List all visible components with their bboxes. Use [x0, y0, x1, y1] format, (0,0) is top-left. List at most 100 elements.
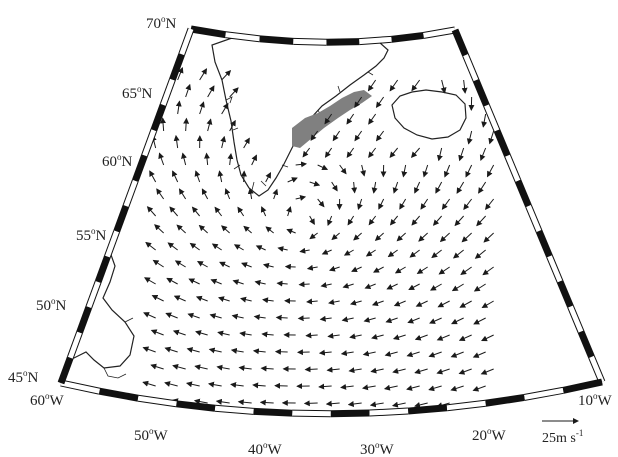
wind-vector-arrow — [175, 100, 182, 115]
frame-segment — [485, 394, 525, 406]
lat-label-55n: 55oN — [76, 226, 107, 244]
wind-vector-arrow — [142, 380, 156, 387]
wind-vector-arrow — [328, 299, 340, 306]
frame-segment — [58, 356, 73, 384]
wind-vector-arrow — [420, 198, 429, 210]
wind-vector-arrow — [172, 170, 179, 183]
wind-vector-arrow — [415, 300, 428, 307]
wind-vector-arrow — [368, 147, 377, 158]
wind-vector-arrow — [310, 130, 319, 141]
wind-vector-arrow — [164, 381, 178, 387]
wind-vector-arrow — [195, 295, 208, 302]
frame-segment — [77, 306, 92, 334]
wind-vector-field — [142, 66, 496, 423]
wind-vector-arrow — [363, 316, 376, 323]
frame-segment — [123, 179, 138, 207]
wind-vector-arrow — [353, 232, 362, 241]
wind-vector-arrow — [251, 154, 257, 166]
wind-vector-arrow — [465, 164, 473, 178]
frame-segment — [179, 28, 194, 56]
wind-vector-arrow — [262, 262, 274, 269]
wind-vector-arrow — [185, 83, 192, 98]
frame-segment — [142, 129, 157, 157]
wind-vector-arrow — [158, 152, 165, 166]
wind-vector-arrow — [309, 180, 321, 187]
wind-vector-arrow — [185, 381, 200, 388]
wind-vector-arrow — [143, 417, 156, 420]
wind-vector-arrow — [150, 329, 164, 336]
wind-vector-arrow — [389, 79, 399, 92]
wind-vector-arrow — [306, 298, 318, 305]
wind-vector-arrow — [399, 198, 407, 210]
wind-vector-arrow — [239, 330, 252, 337]
wind-vector-arrow — [378, 198, 385, 210]
wind-vector-arrow — [348, 367, 362, 374]
wind-vector-arrow — [489, 96, 496, 111]
lon-label-10w: 10oW — [578, 391, 613, 409]
wind-vector-arrow — [461, 79, 468, 94]
wind-vector-arrow — [295, 195, 307, 201]
lon-label-60w: 60oW — [30, 391, 65, 409]
wind-vector-arrow — [414, 402, 428, 408]
wind-vector-arrow — [247, 187, 254, 200]
wind-vector-arrow — [219, 261, 230, 268]
frame-segment — [176, 401, 216, 411]
wind-vector-arrow — [260, 206, 267, 217]
wind-vector-arrow — [265, 172, 272, 183]
wind-vector-arrow — [476, 215, 487, 227]
wind-vector-arrow — [240, 296, 252, 303]
longitude-labels: 60oW 50oW 40oW 30oW 20oW 10oW — [30, 391, 613, 457]
wind-vector-arrow — [174, 260, 186, 268]
frame-segment — [446, 400, 486, 411]
wind-vector-arrow — [173, 134, 180, 149]
wind-vector-arrow — [354, 96, 363, 108]
wind-vector-arrow — [230, 382, 244, 388]
wind-vector-arrow — [295, 161, 308, 168]
wind-vector-arrow — [481, 113, 488, 128]
wind-vector-arrow — [408, 283, 420, 291]
wind-vector-arrow — [232, 279, 244, 286]
wind-vector-arrow — [318, 383, 332, 390]
frame-segment — [98, 388, 139, 401]
latitude-labels: 70oN 65oN 60oN 55oN 50oN 45oN — [8, 14, 177, 386]
frame-segment — [547, 255, 563, 283]
wind-vector-arrow — [435, 181, 443, 194]
wind-vector-arrow — [309, 215, 315, 225]
wind-vector-arrow — [154, 66, 161, 81]
frame-segment — [160, 78, 175, 106]
wind-vector-arrow — [375, 130, 385, 142]
wind-vector-arrow — [473, 317, 486, 325]
frame-segment — [190, 26, 226, 38]
lat-label-45n: 45oN — [8, 368, 39, 386]
frame-segment — [359, 36, 392, 45]
wind-vector-arrow — [429, 317, 442, 324]
wind-vector-arrow — [386, 283, 398, 290]
wind-vector-arrow — [265, 226, 274, 234]
wind-vector-arrow — [451, 283, 464, 292]
wind-vector-arrow — [209, 418, 222, 420]
wind-vector-arrow — [407, 420, 420, 423]
frame-segment — [293, 38, 327, 45]
wind-vector-arrow — [306, 264, 318, 271]
wind-vector-arrow — [221, 102, 229, 115]
frame-segment — [562, 379, 603, 393]
wind-vector-arrow — [474, 249, 486, 259]
wind-vector-arrow — [343, 249, 354, 256]
wind-vector-arrow — [461, 232, 472, 243]
frame-segment — [568, 305, 584, 333]
wind-vector-arrow — [410, 147, 421, 158]
frame-segment — [225, 32, 260, 42]
wind-vector-arrow — [459, 300, 472, 308]
frame-segment — [578, 330, 594, 358]
wind-vector-arrow — [198, 224, 208, 234]
wind-vector-arrow — [450, 385, 464, 392]
wind-vector-arrow — [144, 277, 156, 285]
frame-segment — [423, 27, 456, 38]
wind-vector-arrow — [428, 351, 442, 358]
wind-vector-arrow — [150, 363, 164, 370]
wind-vector-arrow — [191, 206, 201, 217]
wind-vector-arrow — [347, 401, 362, 407]
frame-segment — [494, 129, 510, 157]
wind-vector-arrow — [318, 349, 332, 356]
wind-vector-arrow — [220, 135, 227, 149]
